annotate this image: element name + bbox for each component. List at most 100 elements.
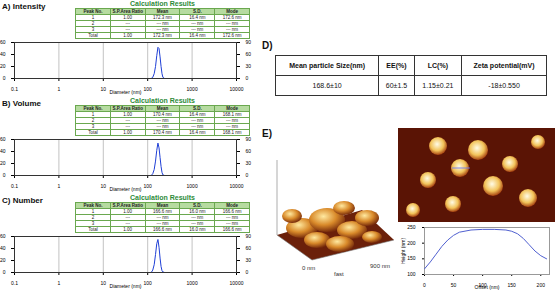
- html-text:Mean: Mean: [156, 9, 169, 14]
- svg-text:Diameter (nm): Diameter (nm): [110, 89, 142, 95]
- html-text:Mean particle Size(nm): Mean particle Size(nm): [289, 62, 366, 69]
- svg-text:10: 10: [101, 183, 107, 189]
- svg-text:20: 20: [0, 160, 6, 166]
- svg-text:50: 50: [451, 282, 457, 288]
- html-text:--- nm: --- nm: [156, 27, 169, 32]
- html-text:172.3 nm: 172.3 nm: [153, 33, 172, 38]
- html-text:60±1.5: 60±1.5: [385, 82, 408, 89]
- html-text:1.00: 1.00: [123, 15, 133, 20]
- svg-text:60: 60: [246, 245, 252, 251]
- svg-text:0: 0: [3, 269, 6, 275]
- html-text:Zeta potential(mV): Zeta potential(mV): [473, 62, 535, 69]
- svg-text:60: 60: [246, 51, 252, 57]
- svg-text:150: 150: [407, 255, 416, 261]
- html-text:LC(%): LC(%): [427, 62, 448, 69]
- svg-text:Height (nm): Height (nm): [400, 238, 406, 264]
- svg-text:200: 200: [407, 240, 416, 246]
- svg-text:60: 60: [246, 148, 252, 154]
- svg-text:60: 60: [0, 233, 6, 239]
- html-text:Calculation Results: Calculation Results: [130, 0, 195, 7]
- svg-text:100: 100: [144, 86, 153, 92]
- svg-text:10000: 10000: [230, 280, 244, 286]
- svg-text:10: 10: [101, 86, 107, 92]
- svg-text:60: 60: [0, 136, 6, 142]
- html-text:D): D): [262, 40, 273, 51]
- svg-text:0.1: 0.1: [11, 183, 18, 189]
- html-text:--- nm: --- nm: [191, 27, 204, 32]
- html-text:Peak No.: Peak No.: [83, 106, 103, 111]
- svg-text:Diameter (nm): Diameter (nm): [110, 186, 142, 192]
- html-text:A) Intensity: A) Intensity: [2, 2, 46, 11]
- svg-text:90: 90: [246, 39, 252, 45]
- html-text:16.4 nm: 16.4 nm: [189, 33, 206, 38]
- html-text:S.P.Area Ratio: S.P.Area Ratio: [112, 9, 143, 14]
- html-text:1.00: 1.00: [123, 112, 133, 117]
- svg-text:250: 250: [407, 224, 416, 230]
- svg-text:1000: 1000: [187, 86, 198, 92]
- svg-text:0: 0: [3, 172, 6, 178]
- html-text:172.3 nm: 172.3 nm: [153, 15, 172, 20]
- svg-text:fast: fast: [334, 271, 344, 277]
- svg-text:Diameter (nm): Diameter (nm): [110, 283, 142, 289]
- svg-text:0: 0: [3, 75, 6, 81]
- svg-text:40: 40: [0, 148, 6, 154]
- svg-text:0.1: 0.1: [11, 280, 18, 286]
- html-text:C) Number: C) Number: [2, 196, 43, 205]
- svg-text:40: 40: [0, 245, 6, 251]
- svg-text:100: 100: [144, 280, 153, 286]
- svg-text:1: 1: [58, 280, 61, 286]
- svg-text:0: 0: [246, 75, 249, 81]
- svg-text:200: 200: [537, 282, 546, 288]
- html-text:S.D.: S.D.: [192, 9, 202, 14]
- svg-text:90: 90: [246, 233, 252, 239]
- svg-text:90: 90: [246, 136, 252, 142]
- svg-text:100: 100: [407, 271, 416, 277]
- html-text:S.P.Area Ratio: S.P.Area Ratio: [112, 106, 143, 111]
- svg-text:20: 20: [0, 257, 6, 263]
- svg-text:100: 100: [144, 183, 153, 189]
- html-text:EE(%): EE(%): [386, 62, 407, 69]
- svg-text:30: 30: [246, 257, 252, 263]
- svg-text:1: 1: [58, 86, 61, 92]
- html-text:--- nm: --- nm: [191, 21, 204, 26]
- html-text:172.6 nm: 172.6 nm: [222, 33, 242, 38]
- html-text:Mode: Mode: [226, 9, 238, 14]
- html-text:1.00: 1.00: [123, 33, 133, 38]
- html-text:--- nm: --- nm: [226, 21, 239, 26]
- html-text:172.6 nm: 172.6 nm: [222, 15, 242, 20]
- html-text:-18±0.550: -18±0.550: [488, 82, 520, 89]
- svg-text:150: 150: [508, 282, 517, 288]
- svg-text:10000: 10000: [230, 183, 244, 189]
- html-text:B) Volume: B) Volume: [2, 99, 41, 108]
- html-text:16.4 nm: 16.4 nm: [189, 15, 206, 20]
- svg-text:30: 30: [246, 160, 252, 166]
- svg-text:1: 1: [58, 183, 61, 189]
- html-text:1.15±0.21: 1.15±0.21: [422, 82, 454, 89]
- svg-text:Offset (nm): Offset (nm): [475, 284, 500, 290]
- svg-text:0: 0: [246, 269, 249, 275]
- svg-text:1000: 1000: [187, 183, 198, 189]
- html-text:S.D.: S.D.: [192, 106, 202, 111]
- html-text:Total: Total: [88, 33, 98, 38]
- svg-text:10000: 10000: [230, 86, 244, 92]
- html-text:Peak No.: Peak No.: [83, 9, 103, 14]
- html-text:--- nm: --- nm: [226, 27, 239, 32]
- svg-text:60: 60: [0, 39, 6, 45]
- svg-text:0: 0: [246, 172, 249, 178]
- svg-text:0.1: 0.1: [11, 86, 18, 92]
- html-text:Mode: Mode: [226, 106, 238, 111]
- svg-text:20: 20: [0, 63, 6, 69]
- svg-text:900 nm: 900 nm: [370, 263, 390, 269]
- html-text:168.6±10: 168.6±10: [312, 82, 342, 89]
- svg-text:0: 0: [423, 282, 426, 288]
- svg-text:40: 40: [0, 51, 6, 57]
- html-text:Mean: Mean: [156, 106, 169, 111]
- svg-text:30: 30: [246, 63, 252, 69]
- html-text:--- nm: --- nm: [156, 21, 169, 26]
- svg-text:10: 10: [101, 280, 107, 286]
- html-text:Calculation Results: Calculation Results: [130, 97, 195, 104]
- html-text:Calculation Results: Calculation Results: [130, 194, 195, 201]
- svg-text:0 nm: 0 nm: [302, 265, 315, 271]
- svg-text:1000: 1000: [187, 280, 198, 286]
- html-text:E): E): [262, 128, 272, 139]
